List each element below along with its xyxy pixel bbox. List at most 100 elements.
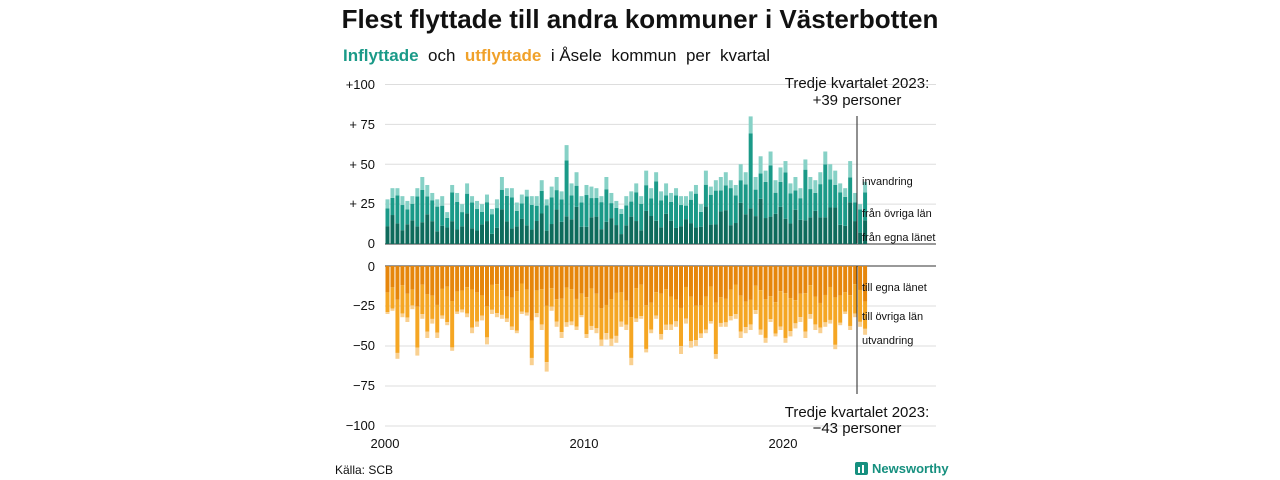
- bar-in-other-counties: [564, 160, 569, 217]
- bar-out-emigration: [504, 318, 509, 322]
- bar-in-own-county: [544, 230, 549, 244]
- bar-in-other-counties: [858, 209, 863, 233]
- bar-in-other-counties: [763, 181, 768, 219]
- bar-out-emigration: [679, 346, 683, 354]
- bar-out-own-county: [634, 266, 639, 289]
- bar-out-emigration: [514, 330, 519, 334]
- bar-in-own-county: [674, 227, 679, 244]
- bar-out-emigration: [813, 324, 818, 330]
- subtitle-inflyttade: Inflyttade: [343, 46, 419, 65]
- bar-out-emigration: [659, 334, 664, 340]
- bar-in-other-counties: [708, 194, 713, 225]
- bar-in-immigration: [465, 183, 470, 194]
- bar-out-emigration: [609, 338, 614, 346]
- bar-in-immigration: [475, 200, 480, 210]
- bar-out-other-counties: [833, 297, 838, 345]
- bar-in-immigration: [848, 161, 853, 178]
- bar-out-own-county: [599, 266, 604, 309]
- bar-in-own-county: [688, 223, 693, 244]
- bar-out-own-county: [470, 266, 475, 290]
- bar-in-own-county: [445, 227, 450, 244]
- bar-out-emigration: [858, 321, 863, 327]
- bar-out-emigration: [634, 318, 639, 322]
- bar-out-other-counties: [450, 301, 455, 348]
- bar-out-emigration: [848, 325, 853, 330]
- bar-in-own-county: [574, 206, 579, 244]
- bar-in-immigration: [664, 183, 669, 196]
- bar-out-emigration: [723, 322, 728, 327]
- bar-out-emigration: [589, 325, 594, 330]
- bar-in-other-counties: [644, 185, 649, 211]
- bar-in-own-county: [599, 229, 604, 244]
- bar-out-other-counties: [475, 292, 480, 322]
- bar-out-other-counties: [470, 289, 475, 328]
- bar-in-other-counties: [783, 172, 788, 219]
- y-tick-top-50: + 50: [349, 157, 375, 172]
- newsworthy-icon: [855, 462, 868, 475]
- bar-out-other-counties: [644, 305, 649, 349]
- bar-in-immigration: [509, 188, 514, 198]
- bar-out-emigration: [743, 327, 748, 334]
- bar-in-own-county: [713, 224, 718, 244]
- bar-out-emigration: [544, 362, 549, 372]
- bar-in-own-county: [480, 224, 484, 244]
- bar-out-emigration: [480, 315, 484, 321]
- bar-in-other-counties: [698, 211, 703, 227]
- bar-in-own-county: [559, 221, 564, 244]
- bar-in-own-county: [539, 213, 544, 244]
- bar-in-own-county: [843, 225, 848, 244]
- brand-logo[interactable]: Newsworthy: [855, 461, 949, 476]
- bar-in-immigration: [445, 212, 450, 218]
- bar-in-other-counties: [604, 189, 609, 222]
- bar-in-immigration: [654, 172, 659, 182]
- bar-out-own-county: [654, 266, 659, 293]
- bar-in-immigration: [718, 177, 723, 191]
- bar-out-other-counties: [818, 302, 823, 328]
- bar-in-other-counties: [470, 202, 475, 229]
- bar-out-other-counties: [664, 289, 669, 325]
- bar-out-emigration: [733, 314, 738, 319]
- bar-out-own-county: [803, 266, 808, 294]
- bar-out-other-counties: [634, 288, 639, 319]
- bar-in-own-county: [504, 221, 509, 244]
- bar-out-own-county: [758, 266, 763, 291]
- subtitle-och: och: [428, 46, 456, 65]
- bar-in-other-counties: [803, 169, 808, 221]
- bar-out-own-county: [504, 266, 509, 297]
- bar-in-other-counties: [390, 197, 395, 216]
- bar-in-other-counties: [823, 164, 828, 218]
- bar-in-immigration: [425, 184, 430, 197]
- bar-in-other-counties: [445, 217, 450, 228]
- bar-in-own-county: [499, 209, 504, 244]
- bar-in-other-counties: [410, 203, 415, 221]
- bar-in-own-county: [400, 230, 405, 244]
- bar-in-immigration: [748, 116, 753, 134]
- bar-out-own-county: [833, 266, 838, 298]
- bar-out-emigration: [534, 313, 539, 318]
- bar-in-other-counties: [514, 210, 519, 227]
- bar-in-immigration: [783, 161, 788, 173]
- bar-out-other-counties: [569, 289, 574, 322]
- bar-out-other-counties: [718, 297, 723, 323]
- subtitle-utflyttade: utflyttade: [464, 46, 542, 65]
- bar-out-own-county: [708, 266, 713, 287]
- bar-in-immigration: [649, 188, 654, 199]
- bar-out-own-county: [823, 266, 828, 295]
- bar-in-other-counties: [594, 198, 599, 217]
- bar-out-emigration: [599, 339, 604, 346]
- bar-out-other-counties: [838, 295, 843, 323]
- bar-in-own-county: [733, 223, 738, 244]
- bar-out-emigration: [718, 322, 723, 327]
- bar-in-own-county: [465, 213, 470, 244]
- bar-out-emigration: [758, 329, 763, 335]
- bar-out-other-counties: [549, 288, 554, 307]
- bar-out-other-counties: [519, 283, 524, 312]
- bar-in-own-county: [644, 210, 649, 244]
- bar-out-own-county: [549, 266, 554, 289]
- bar-out-other-counties: [559, 298, 564, 333]
- x-tick-2010: 2010: [570, 436, 599, 451]
- y-tick-bottom-50: −50: [353, 338, 375, 353]
- bar-in-other-counties: [743, 184, 748, 215]
- bar-out-other-counties: [395, 299, 400, 353]
- bar-out-other-counties: [743, 301, 748, 328]
